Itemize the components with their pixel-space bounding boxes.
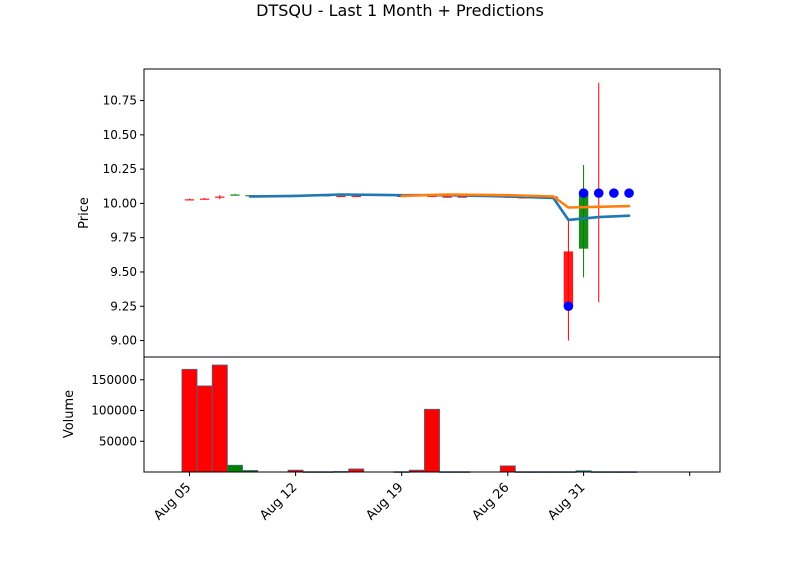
volume-y-tick-label: 150000 — [91, 373, 137, 387]
candle-body — [563, 251, 574, 307]
volume-bar — [181, 368, 198, 473]
volume-bar — [211, 364, 228, 473]
prediction-lines — [248, 193, 631, 222]
candle-body — [442, 196, 452, 198]
price-y-ticks: 9.00 9.25 9.50 9.75 10.00 10.25 10.50 10.75 — [103, 94, 144, 348]
price-y-tick-label: 9.00 — [110, 334, 137, 348]
volume-y-ticks: 50000 100000 150000 — [91, 373, 144, 448]
volume-y-tick-label: 100000 — [91, 404, 137, 418]
price-y-tick-label: 9.75 — [110, 231, 137, 245]
x-tick-label: Aug 19 — [363, 480, 406, 523]
candle-body — [351, 195, 361, 198]
prediction-line-2 — [400, 193, 631, 209]
candle-body — [457, 196, 468, 198]
volume-plot-frame — [143, 356, 721, 473]
prediction-marker — [563, 301, 574, 312]
x-tick-label: Aug 26 — [469, 480, 512, 523]
x-tick-label: Aug 12 — [257, 480, 300, 523]
volume-bar — [499, 465, 516, 473]
prediction-markers — [563, 188, 634, 312]
price-y-tick-label: 10.50 — [103, 128, 137, 142]
price-y-tick-label: 10.00 — [103, 196, 137, 210]
candle-body — [336, 195, 346, 198]
x-tick-label: Aug 31 — [545, 480, 588, 523]
price-panel: 9.00 9.25 9.50 9.75 10.00 10.25 10.50 10.75 Pri… — [77, 68, 721, 358]
x-tick-label: Aug 05 — [151, 480, 194, 523]
prediction-marker — [609, 188, 619, 198]
prediction-marker — [624, 188, 634, 198]
candle-body — [215, 196, 225, 198]
candle-body — [230, 194, 240, 196]
price-y-tick-label: 10.25 — [103, 162, 137, 176]
price-y-tick-label: 9.50 — [110, 265, 137, 279]
volume-bar — [196, 385, 213, 473]
price-plot-area — [144, 69, 720, 357]
prediction-marker — [578, 188, 589, 198]
prediction-marker — [593, 188, 604, 198]
candle-body — [199, 198, 210, 200]
chart-title: DTSQU - Last 1 Month + Predictions — [256, 1, 544, 20]
x-axis-ticks: Aug 05 Aug 12 Aug 19 Aug 26 Aug 31 — [151, 472, 691, 523]
price-axis-label: Price — [77, 197, 92, 229]
volume-axis-label: Volume — [62, 390, 77, 438]
volume-bar — [424, 408, 440, 473]
volume-bar — [226, 464, 243, 473]
candle-body — [184, 199, 195, 201]
price-y-tick-label: 9.25 — [110, 299, 137, 313]
price-y-tick-label: 10.75 — [103, 94, 137, 108]
candle-body — [578, 193, 589, 249]
volume-panel: 50000 100000 150000 Volume — [62, 356, 721, 473]
volume-y-tick-label: 50000 — [99, 434, 137, 448]
volume-bars — [181, 364, 638, 473]
